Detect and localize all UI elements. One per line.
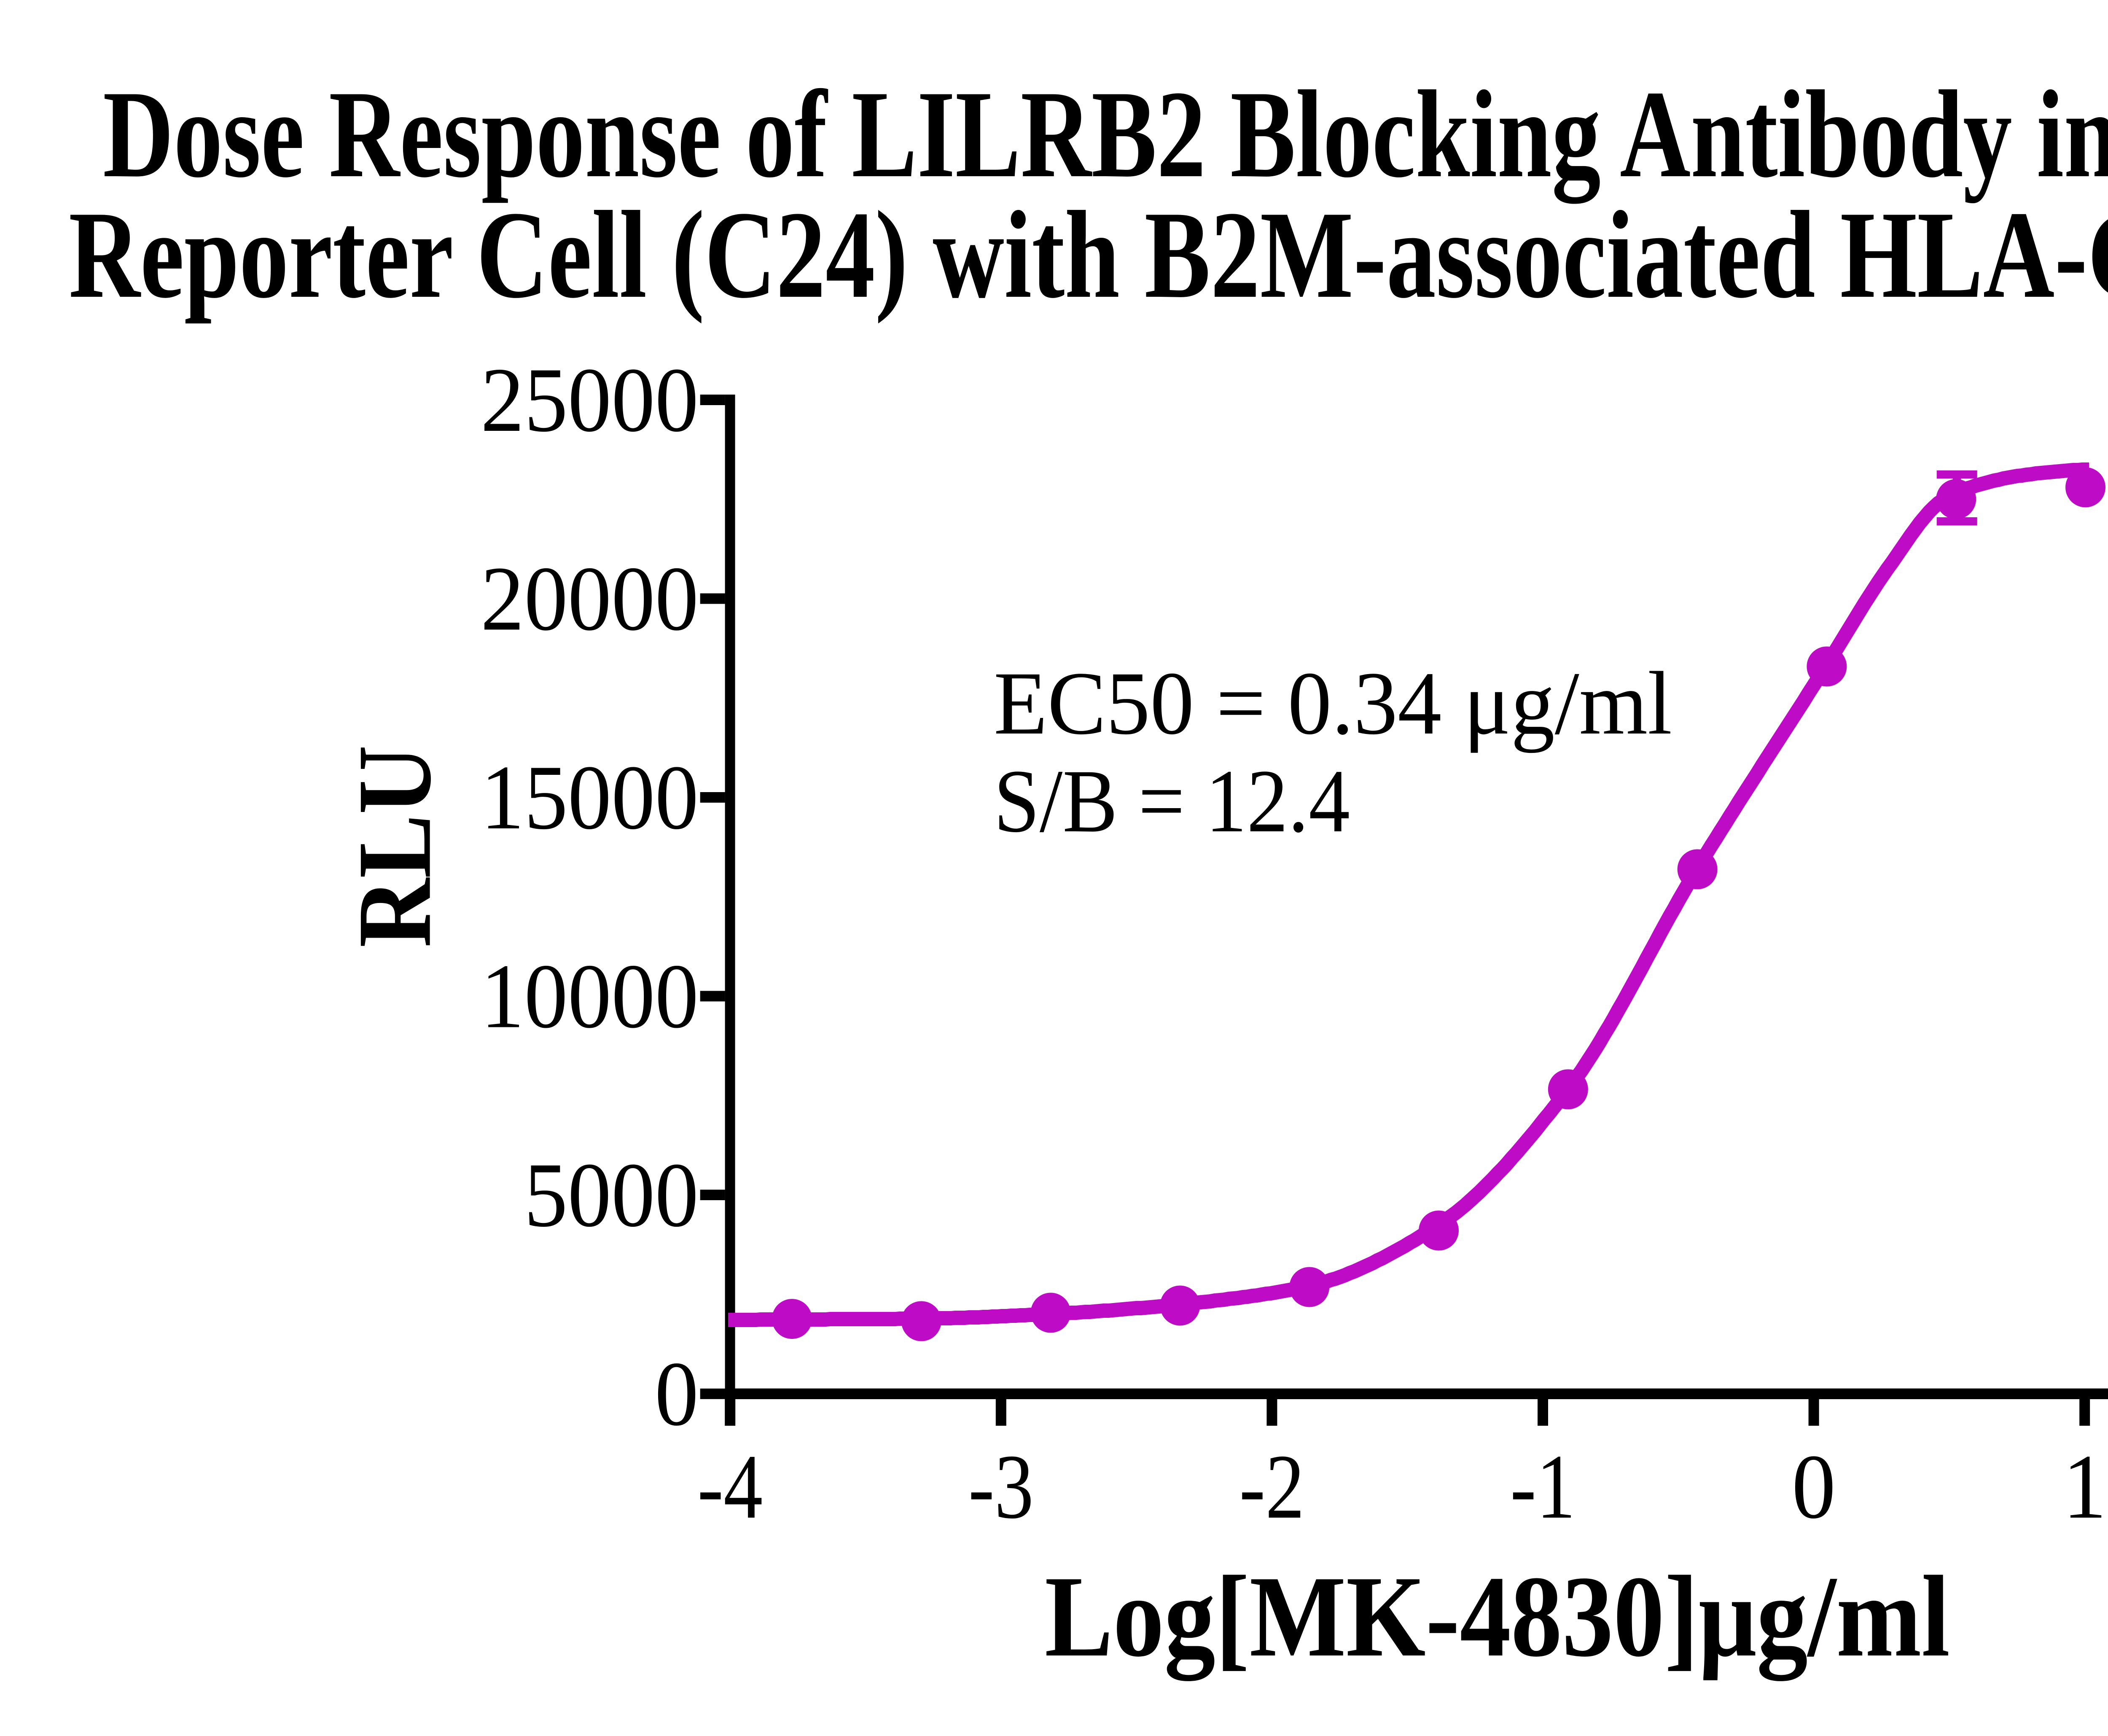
svg-text:RLU: RLU (336, 745, 453, 948)
svg-text:15000: 15000 (481, 747, 699, 849)
svg-text:S/B = 12.4: S/B = 12.4 (994, 751, 1350, 851)
svg-text:-4: -4 (697, 1436, 763, 1538)
svg-text:20000: 20000 (481, 548, 699, 650)
svg-text:25000: 25000 (481, 349, 699, 451)
svg-text:1: 1 (2063, 1436, 2107, 1538)
svg-text:-2: -2 (1239, 1436, 1304, 1538)
svg-text:0: 0 (655, 1343, 699, 1445)
svg-text:Log[MK-4830]μg/ml: Log[MK-4830]μg/ml (1045, 1552, 1950, 1683)
svg-text:10000: 10000 (481, 946, 699, 1048)
svg-text:5000: 5000 (524, 1144, 699, 1246)
svg-text:0: 0 (1792, 1436, 1836, 1538)
svg-text:Reporter Cell (C24) with B2M-a: Reporter Cell (C24) with B2M-associated … (69, 185, 2108, 324)
svg-text:EC50 = 0.34 μg/ml: EC50 = 0.34 μg/ml (994, 653, 1672, 753)
svg-text:Dose Response of LILRB2 Blocki: Dose Response of LILRB2 Blocking Antibod… (103, 65, 2108, 206)
svg-text:-3: -3 (968, 1436, 1034, 1538)
svg-text:-1: -1 (1510, 1436, 1576, 1538)
